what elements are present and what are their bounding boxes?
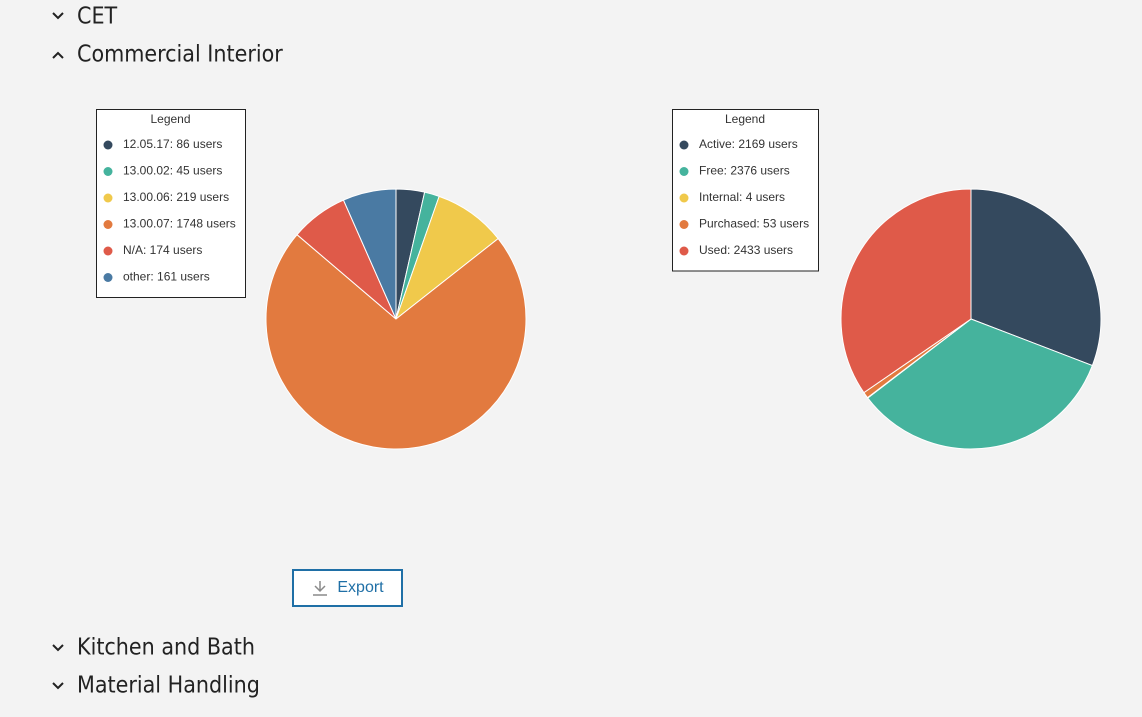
- legend-title: Legend: [150, 112, 190, 126]
- legend-swatch: [103, 193, 113, 203]
- pie-slice: [840, 188, 972, 394]
- section-header[interactable]: Kitchen and Bath: [52, 635, 255, 661]
- legend: Legend 12.05.17: 86 users 13.00.02: 45 use…: [96, 109, 246, 298]
- pie-slice: [970, 188, 1102, 367]
- legend-label: 13.00.06: 219 users: [123, 190, 229, 204]
- section-title: Material Handling: [77, 673, 260, 699]
- legend-label: N/A: 174 users: [123, 243, 202, 257]
- pie-slice: [265, 233, 527, 450]
- legend-label: 13.00.07: 1748 users: [123, 217, 236, 231]
- legend-label: Used: 2433 users: [699, 243, 793, 257]
- export-button[interactable]: Export: [292, 569, 403, 607]
- section-title: Kitchen and Bath: [77, 635, 255, 661]
- legend-swatch: [679, 246, 689, 256]
- download-icon: [313, 581, 328, 596]
- chevron-down: [52, 644, 64, 652]
- section-header[interactable]: Material Handling: [52, 673, 260, 699]
- pie: [840, 188, 1102, 450]
- chevron-up: [52, 51, 64, 59]
- legend-swatch: [103, 246, 113, 256]
- chevron-down: [52, 682, 64, 690]
- legend: Legend Active: 2169 users Free: 2376 users…: [672, 109, 819, 272]
- section-header[interactable]: CET: [52, 4, 118, 30]
- legend-label: Purchased: 53 users: [699, 217, 809, 231]
- legend-label: Active: 2169 users: [699, 137, 798, 151]
- legend-label: Internal: 4 users: [699, 190, 785, 204]
- pie-slice: [342, 188, 397, 320]
- legend-swatch: [679, 167, 689, 176]
- legend-label: 12.05.17: 86 users: [123, 137, 222, 151]
- legend-swatch: [103, 220, 113, 229]
- legend-label: other: 161 users: [123, 270, 210, 284]
- pie-slice: [867, 318, 1094, 450]
- legend-label: 13.00.02: 45 users: [123, 164, 222, 178]
- legend-swatch: [103, 167, 113, 176]
- legend-swatch: [679, 140, 689, 150]
- legend-swatch: [103, 273, 113, 282]
- pie: [265, 188, 527, 450]
- legend-title: Legend: [725, 112, 765, 126]
- legend-swatch: [679, 220, 689, 229]
- section-header[interactable]: Commercial Interior: [52, 42, 283, 68]
- section-title: CET: [77, 4, 118, 30]
- legend-swatch: [679, 193, 689, 203]
- export-label: Export: [337, 579, 384, 596]
- legend-box: [672, 109, 819, 272]
- legend-box: [96, 109, 246, 298]
- legend-swatch: [103, 140, 113, 150]
- chevron-down: [52, 12, 64, 20]
- legend-label: Free: 2376 users: [699, 164, 790, 178]
- section-title: Commercial Interior: [77, 42, 283, 68]
